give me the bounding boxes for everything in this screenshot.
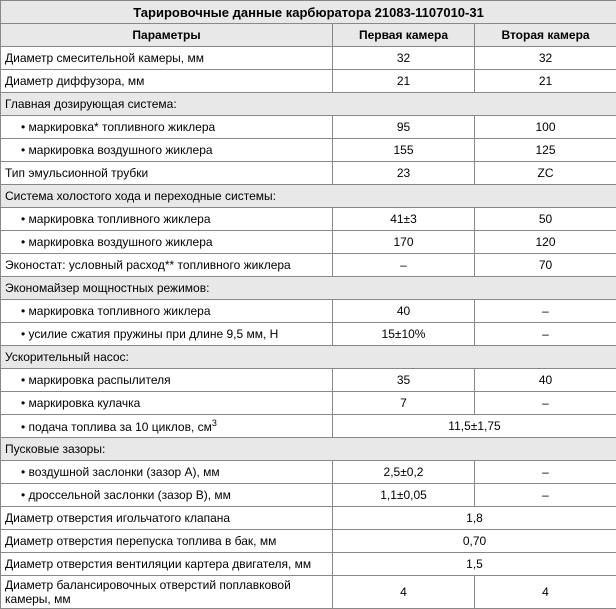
table-row: Эконостат: условный расход** топливного … [1,254,616,277]
value-c2: 120 [475,231,616,254]
param-label: Диаметр смесительной камеры, мм [1,47,333,70]
value-merged: 11,5±1,75 [333,415,616,438]
table-row: Диаметр отверстия игольчатого клапана 1,… [1,507,616,530]
table-title: Тарировочные данные карбюратора 21083-11… [1,1,616,24]
section-row: Ускорительный насос: [1,346,616,369]
table-row: Диаметр балансировочных отверстий поплав… [1,576,616,609]
label-text: • подача топлива за 10 циклов, см [21,420,212,434]
value-c1: 2,5±0,2 [333,461,475,484]
table-row: • маркировка кулачка 7 – [1,392,616,415]
value-c1: 95 [333,116,475,139]
value-c2: 32 [475,47,616,70]
section-label: Ускорительный насос: [1,346,616,369]
value-c1: 15±10% [333,323,475,346]
section-label: Система холостого хода и переходные сист… [1,185,616,208]
header-chamber1: Первая камера [333,24,475,47]
table-row: • маркировка топливного жиклера 41±3 50 [1,208,616,231]
param-label: • подача топлива за 10 циклов, см3 [1,415,333,438]
table-row: • маркировка* топливного жиклера 95 100 [1,116,616,139]
param-label: Диаметр диффузора, мм [1,70,333,93]
value-c2: 125 [475,139,616,162]
value-c1: 155 [333,139,475,162]
param-label: • дроссельной заслонки (зазор В), мм [1,484,333,507]
table-row: Тип эмульсионной трубки 23 ZC [1,162,616,185]
param-label: Диаметр отверстия перепуска топлива в ба… [1,530,333,553]
section-row: Система холостого хода и переходные сист… [1,185,616,208]
param-label: Эконостат: условный расход** топливного … [1,254,333,277]
table-row: • дроссельной заслонки (зазор В), мм 1,1… [1,484,616,507]
table-row: Диаметр диффузора, мм 21 21 [1,70,616,93]
value-c2: 4 [475,576,616,609]
section-label: Экономайзер мощностных режимов: [1,277,616,300]
value-c2: 100 [475,116,616,139]
header-chamber2: Вторая камера [475,24,616,47]
table-row: Диаметр смесительной камеры, мм 32 32 [1,47,616,70]
value-c2: – [475,484,616,507]
param-label: • маркировка воздушного жиклера [1,139,333,162]
param-label: Тип эмульсионной трубки [1,162,333,185]
param-label: • усилие сжатия пружины при длине 9,5 мм… [1,323,333,346]
value-c2: – [475,392,616,415]
value-c2: – [475,461,616,484]
value-c2: 50 [475,208,616,231]
value-c1: 21 [333,70,475,93]
table-row: • воздушной заслонки (зазор А), мм 2,5±0… [1,461,616,484]
value-c2: – [475,300,616,323]
value-c1: 4 [333,576,475,609]
value-c1: 7 [333,392,475,415]
value-c1: 170 [333,231,475,254]
label-sup: 3 [212,418,217,428]
param-label: • маркировка* топливного жиклера [1,116,333,139]
section-row: Главная дозирующая система: [1,93,616,116]
param-label: • маркировка топливного жиклера [1,300,333,323]
param-label: • маркировка воздушного жиклера [1,231,333,254]
param-label: • маркировка распылителя [1,369,333,392]
value-c1: 41±3 [333,208,475,231]
param-label: Диаметр балансировочных отверстий поплав… [1,576,333,609]
param-label: Диаметр отверстия игольчатого клапана [1,507,333,530]
table-header-row: Параметры Первая камера Вторая камера [1,24,616,47]
table-row: • усилие сжатия пружины при длине 9,5 мм… [1,323,616,346]
value-c2: 70 [475,254,616,277]
value-merged: 1,5 [333,553,616,576]
param-label: • маркировка топливного жиклера [1,208,333,231]
value-c1: 35 [333,369,475,392]
section-label: Пусковые зазоры: [1,438,616,461]
table-row: • маркировка воздушного жиклера 170 120 [1,231,616,254]
table-row: • маркировка топливного жиклера 40 – [1,300,616,323]
table-row: • маркировка воздушного жиклера 155 125 [1,139,616,162]
carburetor-spec-table: Тарировочные данные карбюратора 21083-11… [0,0,616,609]
table-title-row: Тарировочные данные карбюратора 21083-11… [1,1,616,24]
value-c2: ZC [475,162,616,185]
value-c2: 21 [475,70,616,93]
param-label: • маркировка кулачка [1,392,333,415]
value-merged: 0,70 [333,530,616,553]
param-label: Диаметр отверстия вентиляции картера дви… [1,553,333,576]
value-merged: 1,8 [333,507,616,530]
table-row: Диаметр отверстия вентиляции картера дви… [1,553,616,576]
value-c2: – [475,323,616,346]
value-c1: 40 [333,300,475,323]
value-c1: 1,1±0,05 [333,484,475,507]
value-c1: 32 [333,47,475,70]
table-row: • подача топлива за 10 циклов, см3 11,5±… [1,415,616,438]
header-param: Параметры [1,24,333,47]
section-row: Экономайзер мощностных режимов: [1,277,616,300]
value-c1: – [333,254,475,277]
value-c2: 40 [475,369,616,392]
section-label: Главная дозирующая система: [1,93,616,116]
table-row: • маркировка распылителя 35 40 [1,369,616,392]
param-label: • воздушной заслонки (зазор А), мм [1,461,333,484]
section-row: Пусковые зазоры: [1,438,616,461]
value-c1: 23 [333,162,475,185]
table-row: Диаметр отверстия перепуска топлива в ба… [1,530,616,553]
